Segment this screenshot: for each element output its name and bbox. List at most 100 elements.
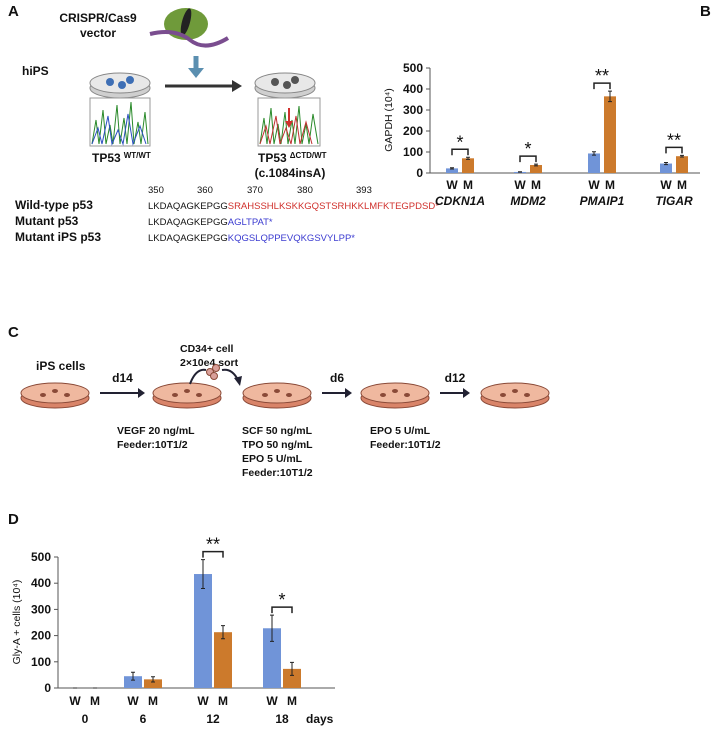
vector-label: vector (80, 26, 116, 40)
significance: ** (595, 66, 609, 86)
significance-bracket (593, 82, 611, 90)
bar (588, 153, 600, 173)
bar (124, 676, 142, 688)
sequence-name: Wild-type p53 (15, 198, 93, 212)
series-label: W (588, 178, 600, 192)
panel-label: B (700, 3, 711, 20)
significance-bracket (451, 148, 469, 156)
cell (512, 389, 518, 393)
significance-bracket (665, 146, 683, 154)
x-tick-label: CDKN1A (435, 194, 485, 208)
sequence-variant: KQGSLQPPEVQKGSVYLPP* (228, 233, 356, 244)
series-label: M (677, 178, 687, 192)
sort-label: 2×10e4 sort (180, 357, 239, 369)
cell (274, 389, 280, 393)
start-label: iPS cells (36, 359, 86, 373)
error-bar (131, 671, 135, 681)
series-label: W (197, 694, 209, 708)
error-bar (290, 661, 294, 676)
condition: VEGF 20 ng/mL (117, 425, 195, 437)
series-label: W (266, 694, 278, 708)
y-tick-label: 400 (403, 82, 423, 96)
position-label: 360 (197, 185, 213, 196)
cell (500, 393, 506, 397)
cell (196, 393, 202, 397)
dish (254, 72, 316, 99)
sequence: LKDAQAGKEPGGAGLTPAT* (148, 217, 273, 228)
y-axis-label: Gly-A + cells (10⁴) (11, 580, 23, 665)
y-tick-label: 300 (31, 602, 51, 616)
cell (286, 393, 292, 397)
arrow (188, 68, 204, 78)
sequence: LKDAQAGKEPGGSRAHSSHLKSKKGQSTSRHKKLMFKTEG… (148, 201, 439, 212)
bar (263, 628, 281, 688)
plasmid-icon (149, 8, 230, 48)
dish (480, 382, 550, 409)
series-label: W (127, 694, 139, 708)
sequence-name: Mutant iPS p53 (15, 230, 101, 244)
position-label: 393 (356, 185, 372, 196)
gene: TP53 (92, 151, 121, 165)
series-label: M (148, 694, 158, 708)
x-tick-label: 6 (140, 712, 147, 726)
cell (262, 393, 268, 397)
error-bar (466, 156, 470, 160)
series-label: W (660, 178, 672, 192)
error-bar (534, 163, 538, 167)
significance: ** (667, 130, 681, 150)
condition: EPO 5 U/mL (370, 425, 431, 437)
error-bar (680, 154, 684, 158)
cell-icon (210, 372, 218, 380)
y-tick-label: 400 (31, 576, 51, 590)
condition: EPO 5 U/mL (242, 453, 303, 465)
dish (242, 382, 312, 409)
series-label: M (287, 694, 297, 708)
cell (392, 389, 398, 393)
error-bar (221, 625, 225, 640)
cell (380, 393, 386, 397)
position-label: 350 (148, 185, 164, 196)
x-tick-label: TIGAR (655, 194, 693, 208)
mutation: (c.1084insA) (255, 166, 326, 180)
error-bar (201, 559, 205, 589)
x-tick-label: PMAIP1 (580, 194, 625, 208)
sequence-variant: AGLTPAT* (228, 217, 273, 228)
bar (530, 165, 542, 173)
panel-label: A (8, 3, 19, 20)
sequence-name: Mutant p53 (15, 214, 79, 228)
x-tick-label: MDM2 (510, 194, 546, 208)
sequence-common: LKDAQAGKEPGG (148, 233, 228, 244)
y-tick-label: 100 (403, 145, 423, 159)
condition: TPO 50 ng/mL (242, 439, 313, 451)
sequence: LKDAQAGKEPGGKQGSLQPPEVQKGSVYLPP* (148, 233, 355, 244)
y-tick-label: 300 (403, 103, 423, 117)
significance: * (524, 139, 531, 159)
bar (676, 156, 688, 173)
sequence-common: LKDAQAGKEPGG (148, 217, 228, 228)
bar (194, 574, 212, 688)
bar (604, 96, 616, 173)
series-label: M (531, 178, 541, 192)
y-tick-label: 200 (403, 124, 423, 138)
cell (64, 393, 70, 397)
genotype-sup: WT/WT (124, 151, 151, 160)
step-label: d12 (445, 371, 466, 385)
cell (404, 393, 410, 397)
y-tick-label: 500 (403, 61, 423, 75)
dish (89, 72, 151, 99)
cell-line: hiPS (22, 64, 49, 78)
condition: Feeder:10T1/2 (242, 467, 313, 479)
panel-label: D (8, 511, 19, 528)
arrow (345, 388, 352, 398)
significance-bracket (519, 155, 537, 163)
x-unit: days (306, 712, 334, 726)
bar (446, 168, 458, 173)
arrow (138, 388, 145, 398)
dish (360, 382, 430, 409)
x-tick-label: 12 (206, 712, 220, 726)
y-tick-label: 100 (31, 655, 51, 669)
dish (152, 382, 222, 409)
dish (20, 382, 90, 409)
chromatogram (257, 97, 321, 147)
arrow (463, 388, 470, 398)
